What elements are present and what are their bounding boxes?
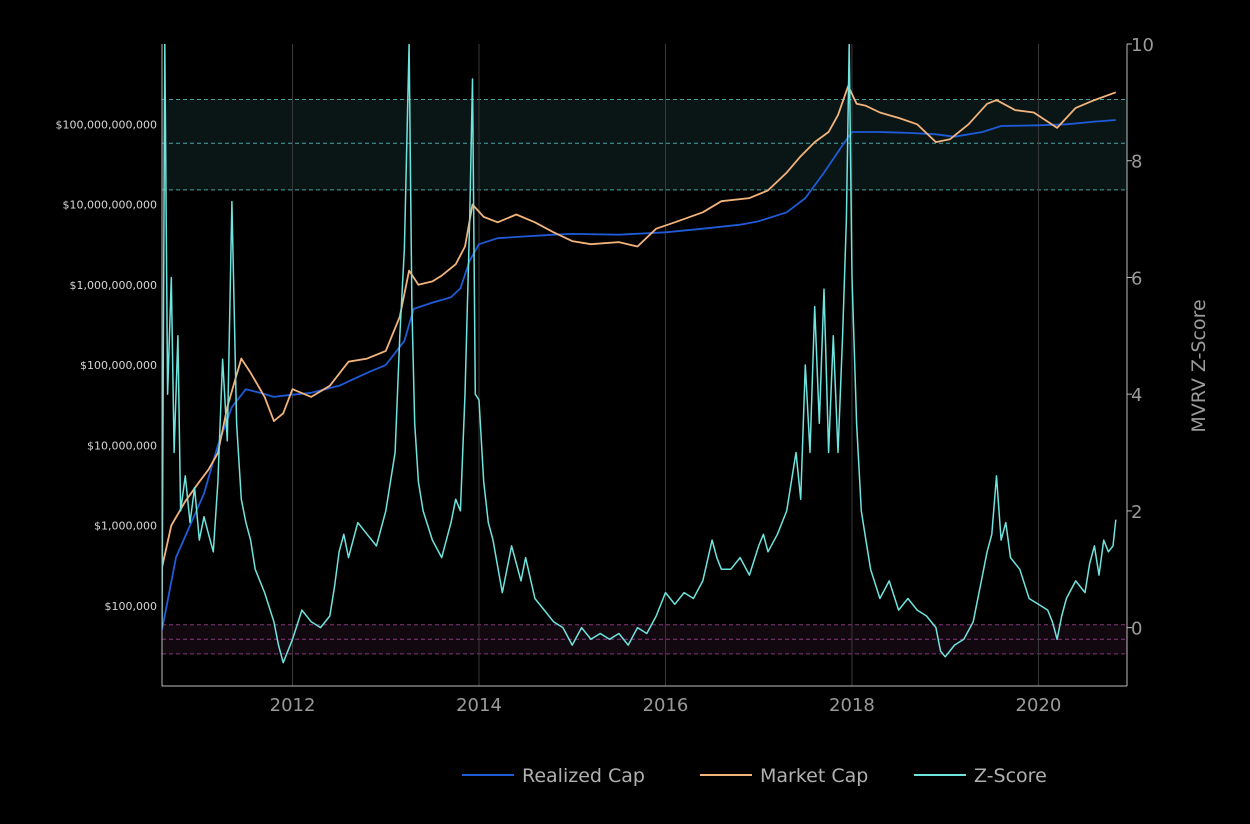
x-axis-ticks: 2012 2014 2016 2018 2020 [270,695,1062,716]
left-axis-ticks: $100,000 $1,000,000 $10,000,000 $100,000,00… [56,118,157,613]
right-tick-label: 6 [1131,268,1142,289]
undervalued-band [162,624,1127,654]
overvalued-band [162,99,1127,190]
right-tick-label: 0 [1131,619,1142,640]
left-tick-label: $10,000,000,000 [63,199,157,212]
left-tick-label: $1,000,000 [94,520,157,533]
x-tick-label: 2012 [270,695,316,716]
legend-label: Realized Cap [522,765,645,787]
z-score-line [162,44,1117,664]
left-tick-label: $10,000,000 [87,439,157,452]
legend-item: Z-Score [914,765,1047,787]
legend-label: Market Cap [760,765,868,787]
x-tick-label: 2014 [456,695,502,716]
legend: Realized Cap Market Cap Z-Score [462,765,1047,787]
left-tick-label: $100,000 [105,600,158,613]
right-axis-ticks: 0 2 4 6 8 10 [1127,35,1154,640]
axes-layer [161,44,1128,687]
right-axis-title: MVRV Z-Score [1188,299,1210,432]
right-tick-label: 8 [1131,152,1142,173]
x-tick-label: 2016 [643,695,689,716]
bands-layer [162,98,1127,655]
right-tick-label: 10 [1131,35,1154,56]
left-tick-label: $1,000,000,000 [70,279,157,292]
left-tick-label: $100,000,000 [80,359,157,372]
legend-item: Realized Cap [462,765,645,787]
realized-cap-line [162,119,1116,631]
grid-layer [292,44,1039,686]
left-tick-label: $100,000,000,000 [56,118,157,131]
x-tick-label: 2018 [829,695,875,716]
market-cap-line [162,85,1117,568]
right-tick-label: 2 [1131,502,1142,523]
x-tick-label: 2020 [1016,695,1062,716]
series-layer [162,44,1117,664]
legend-label: Z-Score [974,765,1047,787]
legend-item: Market Cap [700,765,868,787]
right-tick-label: 4 [1131,385,1142,406]
